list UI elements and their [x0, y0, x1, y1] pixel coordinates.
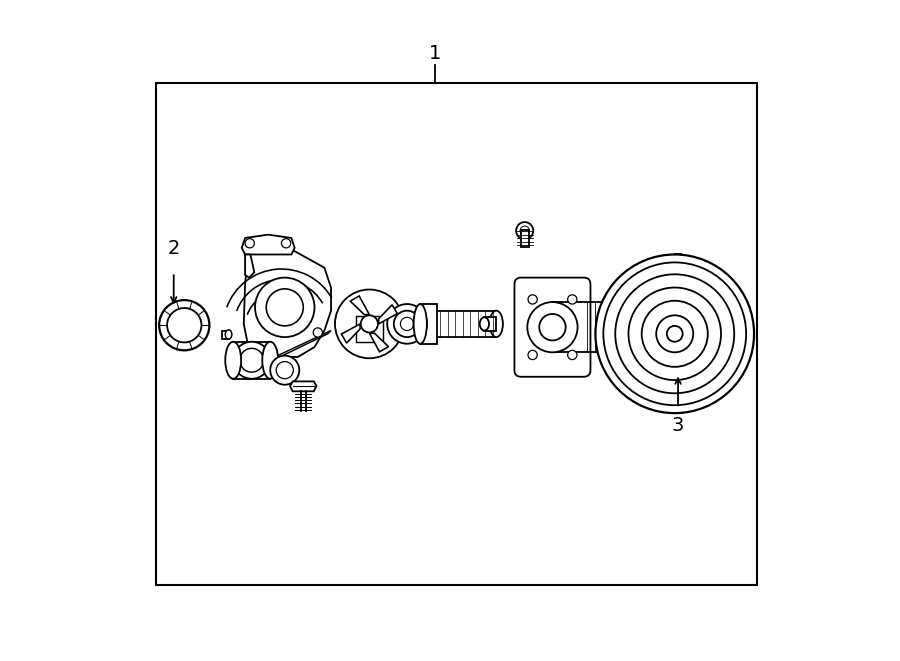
Text: 3: 3: [672, 416, 684, 436]
Circle shape: [255, 278, 314, 337]
Polygon shape: [356, 316, 382, 342]
Circle shape: [642, 301, 707, 367]
Circle shape: [167, 308, 202, 342]
Polygon shape: [341, 324, 360, 343]
Circle shape: [616, 274, 734, 393]
Circle shape: [568, 295, 577, 304]
Circle shape: [245, 239, 255, 248]
Circle shape: [568, 350, 577, 360]
Bar: [156, 83, 758, 585]
Polygon shape: [290, 381, 317, 391]
Circle shape: [528, 295, 537, 304]
Polygon shape: [244, 251, 331, 357]
Ellipse shape: [225, 342, 241, 379]
Circle shape: [527, 302, 578, 352]
Text: 2: 2: [167, 239, 180, 258]
Circle shape: [667, 326, 683, 342]
Circle shape: [520, 226, 529, 235]
Ellipse shape: [480, 317, 489, 330]
Ellipse shape: [414, 304, 427, 344]
Polygon shape: [222, 330, 229, 339]
Circle shape: [516, 222, 534, 239]
Circle shape: [270, 356, 300, 385]
Polygon shape: [369, 333, 389, 352]
Circle shape: [159, 300, 210, 350]
Circle shape: [400, 317, 414, 330]
Circle shape: [539, 314, 566, 340]
FancyBboxPatch shape: [515, 278, 590, 377]
Circle shape: [335, 290, 404, 358]
Circle shape: [239, 348, 264, 372]
Ellipse shape: [414, 311, 427, 337]
Circle shape: [656, 315, 693, 352]
Circle shape: [394, 311, 420, 337]
Polygon shape: [379, 305, 397, 324]
Ellipse shape: [225, 330, 232, 339]
Circle shape: [603, 262, 746, 405]
Circle shape: [628, 288, 721, 380]
Ellipse shape: [616, 315, 630, 339]
Bar: [420, 304, 436, 344]
Polygon shape: [272, 330, 331, 361]
Bar: [521, 230, 528, 247]
Circle shape: [596, 254, 754, 413]
Circle shape: [233, 342, 270, 379]
Circle shape: [387, 304, 427, 344]
Bar: [484, 317, 496, 330]
Circle shape: [313, 328, 322, 337]
Polygon shape: [350, 296, 369, 315]
Text: 1: 1: [429, 44, 442, 63]
Ellipse shape: [670, 254, 693, 413]
Circle shape: [282, 239, 291, 248]
Polygon shape: [245, 254, 255, 278]
Circle shape: [276, 362, 293, 379]
Polygon shape: [242, 235, 294, 254]
Circle shape: [266, 289, 303, 326]
Circle shape: [528, 350, 537, 360]
Bar: [420, 311, 496, 337]
Circle shape: [361, 315, 378, 332]
Ellipse shape: [490, 311, 503, 337]
Ellipse shape: [610, 302, 636, 352]
Ellipse shape: [262, 342, 278, 379]
Polygon shape: [233, 342, 270, 379]
